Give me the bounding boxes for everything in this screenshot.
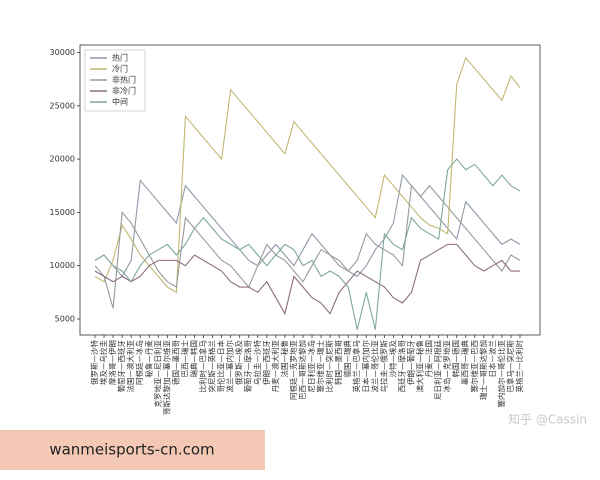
y-tick-label: 15000 (50, 208, 75, 217)
x-tick-label: 沙特—埃及 (387, 340, 397, 378)
x-tick-label: 尼日利亚—冰岛 (306, 340, 316, 393)
site-watermark: wanmeisports-cn.com (49, 441, 214, 459)
series-line (94, 243, 520, 316)
x-tick-label: 比利时—突尼斯 (324, 340, 334, 393)
x-tick-label: 韩国—墨西哥 (333, 340, 343, 385)
x-tick-label: 伊朗—西班牙 (261, 340, 271, 385)
x-tick-label: 澳大利亚—秘鲁 (415, 340, 425, 393)
x-tick-label: 德国—墨西哥 (170, 340, 180, 385)
series-line (94, 56, 521, 294)
x-tick-label: 突尼斯—英格兰 (207, 340, 217, 393)
x-tick-label: 英格兰—比利时 (514, 340, 524, 393)
plot-frame (79, 44, 541, 336)
site-banner (0, 430, 265, 470)
x-tick-label: 巴西—瑞士 (179, 340, 189, 378)
x-tick-label: 乌拉圭—俄罗斯 (378, 340, 388, 393)
x-tick-label: 丹麦—法国 (424, 340, 434, 378)
x-tick-label: 墨西哥—瑞典 (460, 340, 470, 385)
x-tick-label: 伊朗—葡萄牙 (405, 340, 415, 385)
x-tick-label: 冰岛—克罗地亚 (442, 340, 452, 393)
x-tick-label: 法国—秘鲁 (279, 340, 289, 378)
x-tick-label: 塞尔维亚—巴西 (469, 340, 479, 393)
y-tick-label: 20000 (50, 155, 75, 164)
x-tick-label: 日本—波兰 (487, 340, 497, 378)
x-tick-label: 波兰—哥伦比亚 (369, 340, 379, 393)
x-tick-label: 英格兰—巴拿马 (351, 340, 361, 393)
x-tick-label: 阿根廷—克罗地亚 (288, 340, 298, 400)
x-tick-label: 哥斯达黎加—塞尔维亚 (161, 340, 171, 415)
series-line (94, 173, 521, 278)
x-tick-label: 西班牙—摩洛哥 (396, 340, 406, 393)
y-tick-label: 5000 (55, 315, 75, 324)
legend-label: 非热门 (112, 75, 136, 85)
y-tick-label: 10000 (50, 261, 75, 270)
y-tick-label: 30000 (50, 48, 75, 57)
x-tick-label: 葡萄牙—西班牙 (116, 340, 126, 393)
x-tick-label: 克罗地亚—尼日利亚 (152, 340, 162, 408)
legend-label: 中间 (112, 97, 128, 107)
x-tick-label: 埃及—乌拉圭 (98, 340, 108, 385)
series-line (94, 158, 521, 330)
x-tick-label: 俄罗斯—沙特 (89, 340, 99, 385)
x-tick-label: 乌拉圭—沙特 (252, 340, 262, 385)
x-tick-label: 尼日利亚—阿根廷 (433, 340, 443, 400)
legend-label: 冷门 (112, 64, 128, 74)
x-tick-label: 丹麦—澳大利亚 (270, 340, 280, 393)
x-tick-label: 哥伦比亚—日本 (216, 340, 226, 393)
series-line (94, 184, 521, 309)
x-tick-label: 秘鲁—丹麦 (143, 340, 153, 378)
x-tick-label: 韩国—德国 (451, 340, 461, 378)
x-tick-label: 日本—塞内加尔 (360, 340, 370, 393)
x-tick-label: 巴拿马—突尼斯 (505, 340, 515, 393)
x-tick-label: 法国—澳大利亚 (125, 340, 135, 393)
x-tick-label: 塞尔维亚—瑞士 (315, 340, 325, 393)
x-tick-label: 比利时—巴拿马 (198, 340, 208, 393)
x-tick-label: 德国—瑞典 (342, 340, 352, 378)
x-tick-label: 波兰—塞内加尔 (225, 340, 235, 393)
x-tick-label: 葡萄牙—摩洛哥 (243, 340, 253, 393)
x-tick-label: 俄罗斯—埃及 (234, 340, 244, 385)
x-tick-label: 瑞士—哥斯达黎加 (478, 340, 488, 400)
credit-watermark: 知乎 @Cassin (508, 413, 587, 427)
x-tick-label: 瑞典—韩国 (188, 340, 198, 378)
x-tick-label: 阿根廷—冰岛 (134, 340, 144, 385)
legend-label: 热门 (112, 53, 128, 63)
x-tick-label: 摩洛哥—伊朗 (107, 340, 117, 385)
y-tick-label: 25000 (50, 101, 75, 110)
legend-label: 非冷门 (112, 86, 136, 96)
x-tick-label: 巴西—哥斯达黎加 (297, 340, 307, 400)
x-tick-label: 塞内加尔—哥伦比亚 (496, 340, 506, 408)
